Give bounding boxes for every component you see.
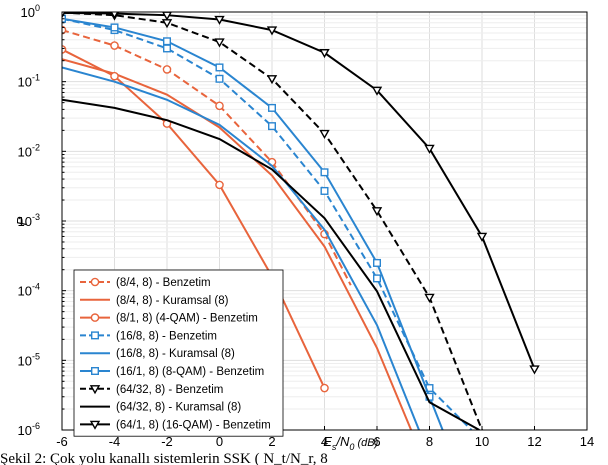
x-tick-label: 14 <box>580 434 594 449</box>
data-point <box>320 168 329 177</box>
series-8 <box>62 98 480 430</box>
data-point <box>319 129 330 139</box>
legend-label: (16/8, 8) - Benzetim <box>116 330 217 342</box>
data-point <box>319 49 330 59</box>
legend-label: (8/4, 8) - Benzetim <box>116 277 211 289</box>
x-tick-label: -2 <box>161 434 173 449</box>
data-point <box>215 180 224 190</box>
legend-item: (8/4, 8) - Benzetim <box>80 277 211 289</box>
y-tick-label: 10-1 <box>18 73 40 90</box>
x-tick-label: 12 <box>527 434 541 449</box>
data-point <box>215 63 224 72</box>
legend-label: (64/32, 8) - Benzetim <box>116 384 223 396</box>
series-9 <box>62 12 540 375</box>
legend-item: (64/1, 8) (16-QAM) - Benzetim <box>80 419 271 431</box>
y-tick-label: 10-6 <box>18 421 40 438</box>
legend-label: (16/8, 8) - Kuramsal (8) <box>116 348 235 360</box>
data-point <box>424 293 435 303</box>
legend-label: (64/32, 8) - Kuramsal (8) <box>116 402 241 414</box>
data-point <box>373 274 382 283</box>
data-point <box>266 26 278 36</box>
legend-marker <box>90 277 100 287</box>
data-point <box>215 74 224 83</box>
y-tick-label: 100 <box>21 3 40 20</box>
x-tick-label: 8 <box>426 434 433 449</box>
legend-item: (16/8, 8) - Benzetim <box>80 330 217 342</box>
series-line <box>62 98 480 430</box>
x-tick-label: 6 <box>373 434 380 449</box>
x-tick-label: -4 <box>109 434 121 449</box>
data-point <box>268 122 277 131</box>
legend-label: (8/1, 8) (4-QAM) - Benzetim <box>116 313 258 325</box>
data-point <box>371 207 383 217</box>
data-point <box>266 75 278 85</box>
legend-label: (8/4, 8) - Kuramsal (8) <box>116 295 229 307</box>
data-point <box>110 71 119 81</box>
y-tick-label: 10-2 <box>18 142 40 159</box>
data-point <box>110 23 119 32</box>
legend-item: (16/8, 8) - Kuramsal (8) <box>80 348 235 360</box>
series-7 <box>62 12 483 430</box>
series-5 <box>62 66 420 430</box>
legend-item: (64/32, 8) - Benzetim <box>80 384 223 396</box>
series-line <box>62 66 420 430</box>
y-axis-label: P <box>14 216 29 225</box>
x-axis-label: Es/N0 (dB) <box>323 434 378 452</box>
data-point <box>110 12 119 19</box>
series-line <box>62 12 536 370</box>
legend-label: (16/1, 8) (8-QAM) - Benzetim <box>116 366 264 378</box>
legend-marker <box>90 367 99 376</box>
legend-item: (8/4, 8) - Kuramsal (8) <box>80 295 229 307</box>
x-tick-label: 0 <box>216 434 223 449</box>
legend-item: (8/1, 8) (4-QAM) - Benzetim <box>80 313 258 325</box>
legend-label: (64/1, 8) (16-QAM) - Benzetim <box>116 419 271 431</box>
data-point <box>215 101 224 111</box>
data-point <box>320 383 329 393</box>
data-point <box>476 232 488 242</box>
data-point <box>373 258 382 267</box>
data-point <box>214 15 225 25</box>
axes: -6 -4 -2 0 2 4 6 8 10 12 14 100 10-1 10-2 10-3 10-4 10-5… <box>14 3 594 452</box>
data-point <box>162 65 172 74</box>
y-tick-label: 10-3 <box>18 212 40 229</box>
series-layer <box>62 12 540 430</box>
legend-marker <box>90 331 99 340</box>
data-point <box>162 37 171 46</box>
legend-marker <box>89 420 101 430</box>
data-point <box>320 186 329 195</box>
x-tick-label: 10 <box>475 434 489 449</box>
data-point <box>371 86 383 96</box>
legend: (8/4, 8) - Benzetim (8/4, 8) - Kuramsal (… <box>73 269 284 437</box>
data-point <box>62 12 66 19</box>
x-tick-label: 4 <box>321 434 328 449</box>
data-point <box>424 144 435 154</box>
data-point <box>214 38 225 48</box>
series-2 <box>62 58 413 430</box>
legend-item: (16/1, 8) (8-QAM) - Benzetim <box>80 366 264 378</box>
series-line <box>62 58 413 430</box>
chart: -6 -4 -2 0 2 4 6 8 10 12 14 100 10-1 10-2 10-3 10-4 10-5… <box>14 3 594 452</box>
legend-marker <box>89 385 101 395</box>
data-point <box>162 44 171 53</box>
y-tick-label: 10-5 <box>18 351 40 368</box>
data-point <box>110 41 119 50</box>
y-tick-label: 10-4 <box>18 282 40 299</box>
caption: Şekil 2: Çok yolu kanallı sistemlerin SS… <box>0 452 328 465</box>
x-tick-label: -6 <box>56 434 68 449</box>
data-point <box>529 365 540 375</box>
x-tick-label: 2 <box>268 434 275 449</box>
legend-marker <box>90 313 100 322</box>
data-point <box>268 103 277 112</box>
legend-item: (64/32, 8) - Kuramsal (8) <box>80 402 241 414</box>
